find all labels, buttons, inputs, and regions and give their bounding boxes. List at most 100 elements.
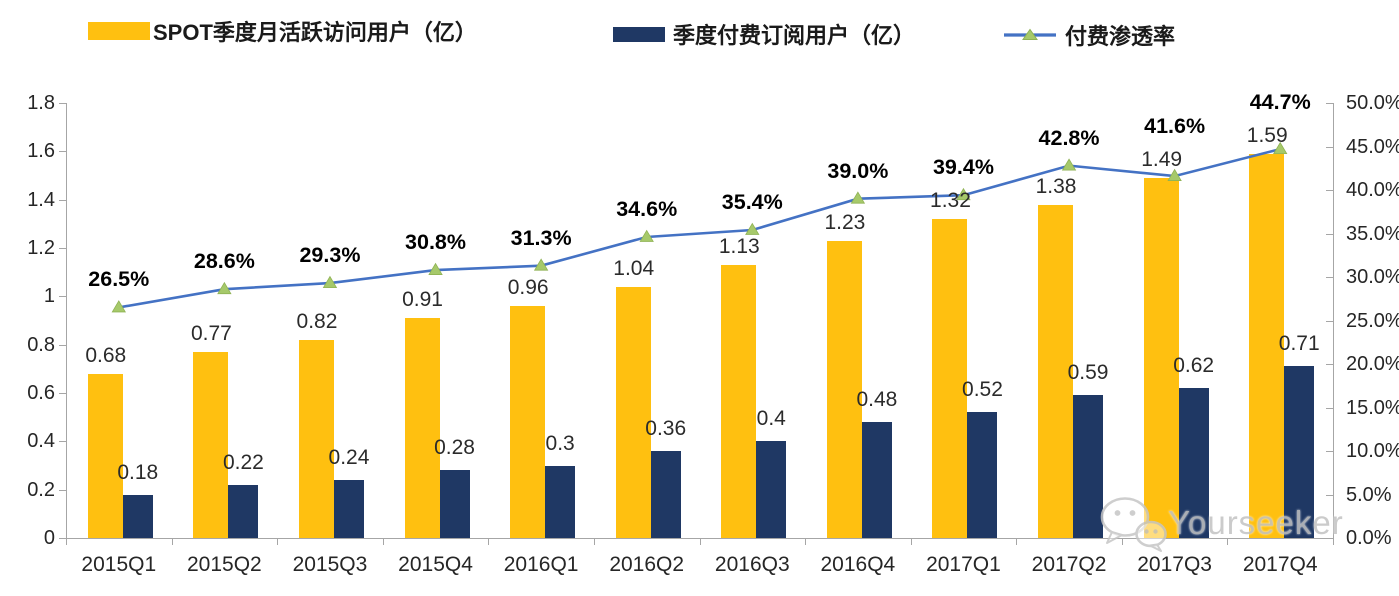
x-axis-tick: [699, 538, 701, 545]
mau-bar: [193, 351, 229, 538]
right-axis-tick: [1326, 451, 1333, 452]
legend-item-penetration: 付费渗透率: [1003, 20, 1175, 50]
x-axis-tick: [1121, 538, 1123, 545]
penetration-value-label: 26.5%: [88, 267, 150, 292]
x-axis-category-label: 2016Q3: [714, 553, 790, 576]
right-axis-tick-label: 15.0%: [1346, 396, 1399, 419]
x-axis-category-label: 2016Q2: [609, 553, 685, 576]
penetration-value-label: 31.3%: [510, 225, 572, 250]
penetration-value-label: 29.3%: [299, 243, 361, 268]
x-axis-category-label: 2016Q1: [503, 553, 579, 576]
subs-value-label: 0.18: [117, 460, 159, 484]
x-axis-tick: [488, 538, 490, 545]
x-axis-tick: [66, 538, 67, 545]
mau-value-label: 0.91: [402, 288, 443, 312]
legend-label-mau: SPOT季度月活跃访问用户（亿）: [153, 20, 477, 45]
left-axis-tick: [59, 151, 66, 153]
legend-item-mau: SPOT季度月活跃访问用户（亿）: [88, 16, 477, 46]
left-axis-tick-label: 1.2: [27, 237, 55, 259]
subs-value-label: 0.59: [1067, 361, 1109, 385]
right-axis-tick: [1326, 320, 1333, 322]
subs-bar: [1073, 395, 1104, 538]
subs-value-label: 0.71: [1278, 332, 1320, 356]
x-axis-tick: [277, 538, 279, 545]
mau-bar: [721, 264, 757, 538]
penetration-value-label: 41.6%: [1144, 113, 1206, 138]
mau-value-label: 0.96: [507, 276, 549, 299]
legend-label-subs: 季度付费订阅用户（亿）: [673, 23, 916, 48]
right-axis-tick: [1326, 494, 1333, 496]
left-axis-tick-label: 1: [43, 285, 55, 308]
right-axis-tick: [1326, 146, 1333, 148]
left-axis-tick: [59, 296, 66, 298]
subs-bar: [122, 494, 153, 538]
watermark: Yourseeker: [1098, 494, 1344, 552]
x-axis-tick: [805, 538, 807, 545]
subs-bar: [967, 412, 998, 538]
x-axis-category-label: 2015Q3: [292, 553, 368, 576]
subs-bar: [650, 451, 681, 538]
mau-bar: [87, 373, 123, 538]
mau-value-label: 1.04: [613, 256, 655, 280]
mau-value-label: 1.38: [1035, 174, 1077, 198]
right-axis-tick-label: 45.0%: [1346, 135, 1399, 158]
right-axis-tick-label: 35.0%: [1346, 222, 1399, 245]
right-axis-tick: [1326, 233, 1333, 235]
x-axis-category-label: 2016Q4: [820, 553, 896, 576]
subs-value-label: 0.4: [756, 407, 786, 431]
right-axis-tick-label: 5.0%: [1346, 483, 1392, 506]
right-axis-tick-label: 50.0%: [1346, 92, 1399, 114]
legend-swatch-penetration-line: [1004, 28, 1056, 40]
x-axis-category-label: 2015Q4: [398, 553, 473, 576]
mau-bar: [404, 318, 440, 538]
subs-bar: [756, 441, 787, 538]
subs-value-label: 0.36: [645, 417, 687, 440]
mau-bar: [298, 339, 334, 538]
left-axis-tick-label: 1.6: [27, 140, 55, 163]
x-axis-category-label: 2017Q2: [1031, 553, 1107, 576]
mau-value-label: 0.82: [296, 309, 338, 333]
mau-value-label: 0.68: [85, 343, 127, 367]
left-axis-tick-label: 0.2: [27, 478, 55, 501]
subs-bar: [1284, 366, 1315, 538]
penetration-value-label: 30.8%: [405, 230, 467, 255]
penetration-value-label: 34.6%: [616, 196, 678, 221]
right-axis-tick: [1326, 538, 1333, 539]
x-axis-category-label: 2017Q4: [1242, 553, 1318, 576]
left-axis-tick: [59, 103, 66, 104]
left-axis-tick-label: 1.8: [27, 92, 55, 114]
right-axis-tick-label: 30.0%: [1346, 266, 1399, 288]
x-axis-tick: [593, 538, 595, 545]
right-axis-tick-label: 10.0%: [1346, 440, 1399, 462]
left-axis-tick: [59, 489, 66, 491]
subs-value-label: 0.22: [222, 450, 264, 474]
subs-value-label: 0.28: [434, 436, 475, 460]
legend-swatch-mau-bar: [88, 22, 150, 40]
subs-value-label: 0.24: [328, 446, 370, 469]
right-axis-tick: [1326, 364, 1333, 365]
legend-item-subs: 季度付费订阅用户（亿）: [613, 19, 915, 49]
subs-bar: [545, 465, 576, 538]
mau-value-label: 1.23: [824, 210, 866, 234]
right-axis-tick-label: 25.0%: [1346, 309, 1399, 332]
wechat-icon: [1100, 497, 1167, 552]
left-axis-tick: [59, 248, 66, 249]
mau-bar: [510, 306, 546, 538]
right-axis-tick-label: 20.0%: [1346, 353, 1399, 375]
mau-value-label: 0.77: [190, 321, 232, 345]
subs-bar: [333, 480, 364, 538]
left-axis-tick: [59, 344, 66, 346]
left-axis-tick-label: 1.4: [27, 188, 55, 211]
subs-bar: [228, 484, 259, 538]
x-axis-category-label: 2017Q3: [1137, 553, 1212, 576]
left-axis-tick: [59, 441, 66, 443]
right-axis-line: [1333, 103, 1334, 538]
right-axis-tick: [1326, 103, 1333, 104]
x-axis-tick: [1227, 538, 1229, 545]
x-axis-category-label: 2015Q2: [187, 553, 262, 576]
x-axis-tick: [1333, 538, 1334, 545]
x-axis-category-label: 2015Q1: [81, 553, 157, 576]
legend-swatch-subs-bar: [613, 26, 665, 42]
right-axis-tick: [1326, 190, 1333, 191]
mau-bar: [615, 286, 651, 538]
